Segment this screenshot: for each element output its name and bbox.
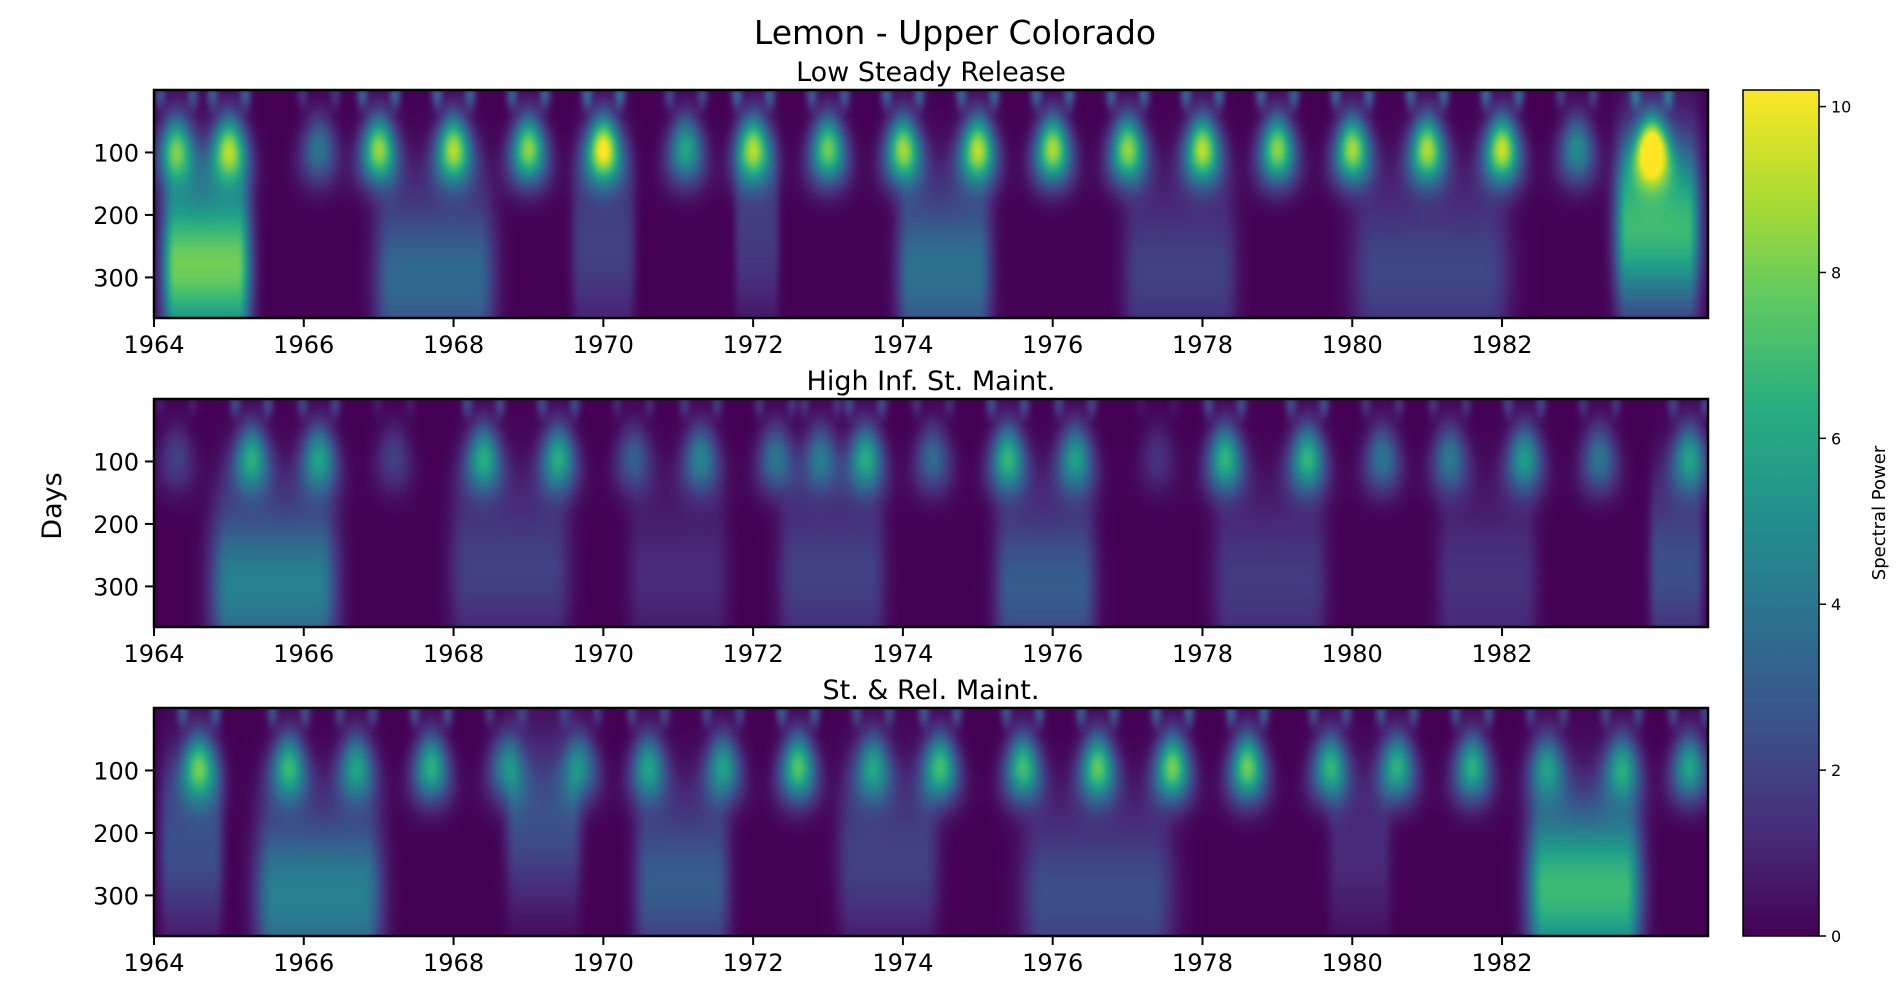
panel-2: High Inf. St. Maint. 1964 1966 1968 1970 1972… <box>93 366 1708 668</box>
panel-title: St. & Rel. Maint. <box>823 675 1040 706</box>
x-tick-label: 1968 <box>423 949 484 977</box>
panel-3: St. & Rel. Maint. 1964 1966 1968 1970 1972 197… <box>93 675 1708 977</box>
x-tick-label: 1966 <box>273 331 334 359</box>
y-tick-label: 200 <box>93 511 139 539</box>
x-tick-label: 1976 <box>1022 949 1083 977</box>
x-tick-label: 1978 <box>1172 331 1233 359</box>
x-tick-label: 1966 <box>273 949 334 977</box>
x-tick-label: 1974 <box>872 331 933 359</box>
x-tick-label: 1982 <box>1472 949 1533 977</box>
heatmap <box>154 708 1708 936</box>
y-tick-label: 300 <box>93 882 139 910</box>
y-tick-label: 300 <box>93 264 139 292</box>
x-tick-label: 1980 <box>1322 640 1383 668</box>
y-tick-label: 100 <box>93 139 139 167</box>
heatmap <box>154 399 1708 627</box>
x-tick-label: 1982 <box>1472 331 1533 359</box>
x-tick-label: 1964 <box>123 331 184 359</box>
x-tick-label: 1970 <box>573 640 634 668</box>
y-tick-label: 100 <box>93 448 139 476</box>
colorbar-ticks: 0 2 4 6 8 10 <box>1819 98 1851 946</box>
panel-1: Low Steady Release 1964 1966 1968 1970 1972 19… <box>93 57 1708 359</box>
x-tick-label: 1972 <box>723 331 784 359</box>
panel-title: High Inf. St. Maint. <box>807 366 1056 397</box>
x-tick-label: 1974 <box>872 640 933 668</box>
figure-title: Lemon - Upper Colorado <box>754 13 1156 52</box>
colorbar-tick-label: 10 <box>1831 98 1851 117</box>
colorbar-tick-label: 6 <box>1831 429 1841 448</box>
x-tick-label: 1966 <box>273 640 334 668</box>
x-tick-label: 1976 <box>1022 331 1083 359</box>
panel-title: Low Steady Release <box>796 57 1066 88</box>
colorbar-tick-label: 4 <box>1831 595 1841 614</box>
colorbar-tick-label: 0 <box>1831 927 1841 946</box>
x-tick-label: 1972 <box>723 640 784 668</box>
x-tick-label: 1978 <box>1172 640 1233 668</box>
x-tick-label: 1968 <box>423 331 484 359</box>
x-tick-label: 1980 <box>1322 949 1383 977</box>
x-tick-label: 1980 <box>1322 331 1383 359</box>
y-tick-label: 100 <box>93 757 139 785</box>
colorbar-gradient <box>1743 90 1819 936</box>
x-tick-label: 1974 <box>872 949 933 977</box>
x-tick-label: 1982 <box>1472 640 1533 668</box>
y-tick-label: 200 <box>93 202 139 230</box>
y-tick-label: 200 <box>93 820 139 848</box>
x-tick-label: 1968 <box>423 640 484 668</box>
y-tick-label: 300 <box>93 573 139 601</box>
x-tick-label: 1970 <box>573 331 634 359</box>
colorbar-tick-label: 2 <box>1831 761 1841 780</box>
colorbar-label: Spectral Power <box>1869 445 1890 580</box>
colorbar: 0 2 4 6 8 10 Spectral Power <box>1743 90 1890 946</box>
y-axis-label: Days <box>37 472 68 539</box>
x-tick-label: 1976 <box>1022 640 1083 668</box>
x-tick-label: 1978 <box>1172 949 1233 977</box>
x-tick-label: 1964 <box>123 640 184 668</box>
panels-group: Low Steady Release 1964 1966 1968 1970 1972 19… <box>93 57 1708 977</box>
heatmap <box>154 90 1708 318</box>
x-tick-label: 1970 <box>573 949 634 977</box>
x-tick-label: 1972 <box>723 949 784 977</box>
x-tick-label: 1964 <box>123 949 184 977</box>
colorbar-tick-label: 8 <box>1831 263 1841 282</box>
